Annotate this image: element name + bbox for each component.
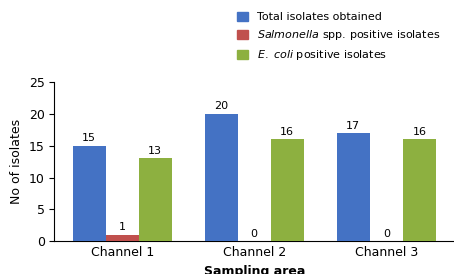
Text: 13: 13: [148, 146, 162, 156]
Bar: [337, 133, 370, 241]
Y-axis label: No of isolates: No of isolates: [10, 119, 23, 204]
Text: 20: 20: [214, 101, 228, 112]
Text: 17: 17: [346, 121, 360, 130]
Text: 15: 15: [82, 133, 96, 143]
Text: 1: 1: [118, 222, 126, 232]
Bar: [106, 235, 138, 241]
Text: 0: 0: [251, 229, 258, 239]
Bar: [138, 158, 172, 241]
Text: 16: 16: [280, 127, 294, 137]
Bar: [271, 139, 304, 241]
Bar: [73, 146, 106, 241]
X-axis label: Sampling area: Sampling area: [203, 264, 305, 274]
Text: 0: 0: [383, 229, 390, 239]
Bar: [205, 114, 238, 241]
Legend: Total isolates obtained, $\it{Salmonella}$ spp. positive isolates, $\it{E.\ coli: Total isolates obtained, $\it{Salmonella…: [234, 8, 444, 66]
Text: 16: 16: [412, 127, 426, 137]
Bar: [403, 139, 436, 241]
